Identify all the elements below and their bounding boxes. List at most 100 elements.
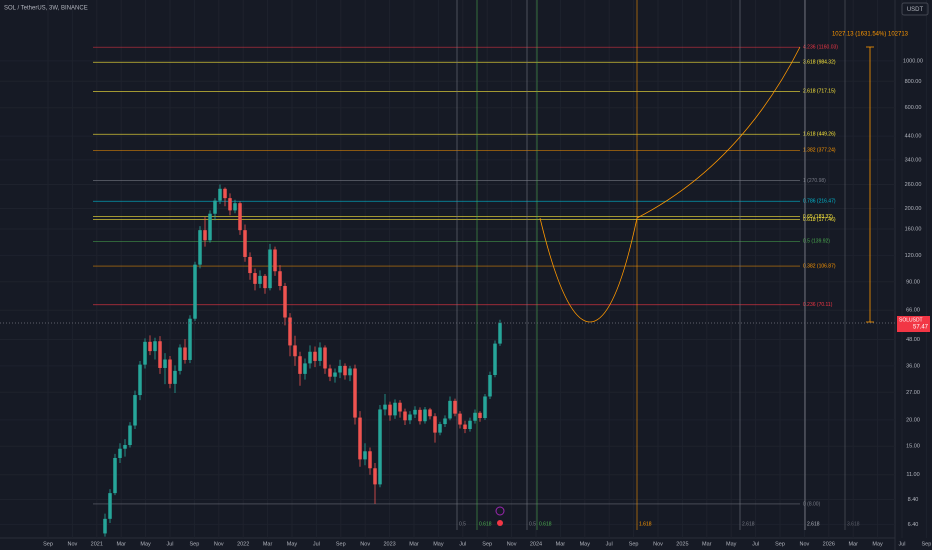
candle-body [263, 275, 267, 289]
x-tick-label: Nov [800, 541, 810, 547]
candle-body [128, 425, 132, 446]
candle-body [383, 404, 387, 410]
x-tick-label: Mar [116, 541, 126, 547]
y-tick-label: 20.00 [906, 417, 920, 423]
y-tick-label: 800.00 [905, 79, 922, 85]
time-fib-label: 1.618 [639, 521, 652, 527]
x-tick-label: Jul [752, 541, 759, 547]
x-tick-label: Sep [336, 541, 346, 547]
candle-body [198, 230, 202, 265]
candle-body [458, 413, 462, 425]
y-tick-label: 48.00 [906, 337, 920, 343]
candle-body [213, 200, 217, 214]
candle-body [353, 368, 357, 418]
x-tick-label: May [872, 541, 883, 547]
candle-body [398, 402, 402, 412]
x-tick-label: 2026 [823, 541, 835, 547]
candle-body [143, 341, 147, 365]
candle-body [473, 412, 477, 421]
candle-body [208, 213, 212, 241]
candle-body [148, 341, 152, 352]
y-tick-label: 15.00 [906, 444, 920, 450]
time-fib-label: 3.618 [847, 521, 860, 527]
candle-body [498, 322, 502, 344]
event-icon [497, 520, 503, 526]
y-tick-label: 340.00 [905, 157, 922, 163]
candle-body [183, 347, 187, 360]
candle-body [123, 445, 127, 449]
candle-body [463, 424, 467, 430]
x-tick-label: Nov [360, 541, 370, 547]
x-tick-label: Nov [68, 541, 78, 547]
measure-label: 1027.13 (1631.54%) 102713 [832, 32, 909, 38]
x-tick-label: Jul [459, 541, 466, 547]
x-tick-label: Mar [263, 541, 273, 547]
x-tick-label: Jul [313, 541, 320, 547]
event-icon [495, 506, 505, 516]
x-tick-label: 2023 [383, 541, 395, 547]
candle-body [113, 457, 117, 494]
candle-body [158, 341, 162, 368]
candle-body [283, 285, 287, 318]
currency: USDT [907, 7, 924, 13]
candle-body [178, 347, 182, 371]
y-tick-label: 440.00 [905, 134, 922, 140]
candle-body [468, 420, 472, 430]
y-tick-label: 8.40 [908, 497, 919, 503]
time-fib-label: 0.618 [539, 521, 552, 527]
y-tick-label: 36.00 [906, 363, 920, 369]
y-tick-label: 120.00 [905, 253, 922, 259]
candle-body [493, 343, 497, 376]
x-tick-label: May [726, 541, 737, 547]
candle-body [393, 402, 397, 416]
fib-label: 0.236 (70.11) [803, 302, 833, 308]
candle-body [193, 264, 197, 319]
x-tick-label: May [287, 541, 298, 547]
y-tick-label: 160.00 [905, 226, 922, 232]
candle-body [433, 416, 437, 433]
fib-label: 2.618 (717.15) [803, 89, 836, 95]
candle-body [408, 414, 412, 421]
x-tick-label: Mar [556, 541, 566, 547]
fib-label: 1.618 (449.26) [803, 132, 836, 138]
fib-label: 0.5 (139.92) [803, 239, 830, 245]
x-tick-label: 2025 [676, 541, 688, 547]
candle-body [308, 351, 312, 364]
price-badge [897, 316, 930, 332]
x-tick-label: May [433, 541, 444, 547]
time-fib-label: 0.5 [459, 521, 466, 527]
time-fib-label: 2.618 [807, 521, 820, 527]
candle-body [368, 451, 372, 469]
candle-body [223, 188, 227, 199]
x-tick-label: Jul [606, 541, 613, 547]
symbol-title: SOL / TetherUS, 3W, BINANCE [4, 6, 88, 12]
candle-body [248, 256, 252, 274]
candle-body [163, 359, 167, 368]
candle-body [488, 375, 492, 397]
candle-body [413, 409, 417, 415]
candle-body [318, 347, 322, 361]
y-tick-label: 6.40 [908, 522, 919, 528]
candle-body [373, 468, 377, 485]
x-tick-label: May [140, 541, 151, 547]
price-badge-symbol: SOLUSDT [899, 317, 923, 323]
candle-body [378, 409, 382, 485]
x-tick-label: Sep [922, 541, 932, 547]
x-tick-label: 2021 [91, 541, 103, 547]
candle-body [478, 412, 482, 419]
candle-body [358, 417, 362, 460]
projection-curve [539, 46, 801, 323]
y-tick-label: 600.00 [905, 105, 922, 111]
time-fib-label: 2.618 [742, 521, 755, 527]
candle-body [328, 368, 332, 377]
fib-label: 0.618 (177.46) [803, 217, 836, 223]
y-tick-label: 200.00 [905, 206, 922, 212]
candle-body [203, 230, 207, 241]
y-tick-label: 27.00 [906, 390, 920, 396]
candle-body [168, 359, 172, 384]
y-tick-label: 11.00 [906, 472, 919, 478]
x-tick-label: Mar [409, 541, 419, 547]
candle-body [188, 318, 192, 360]
candle-body [268, 249, 272, 289]
x-tick-label: Mar [702, 541, 712, 547]
